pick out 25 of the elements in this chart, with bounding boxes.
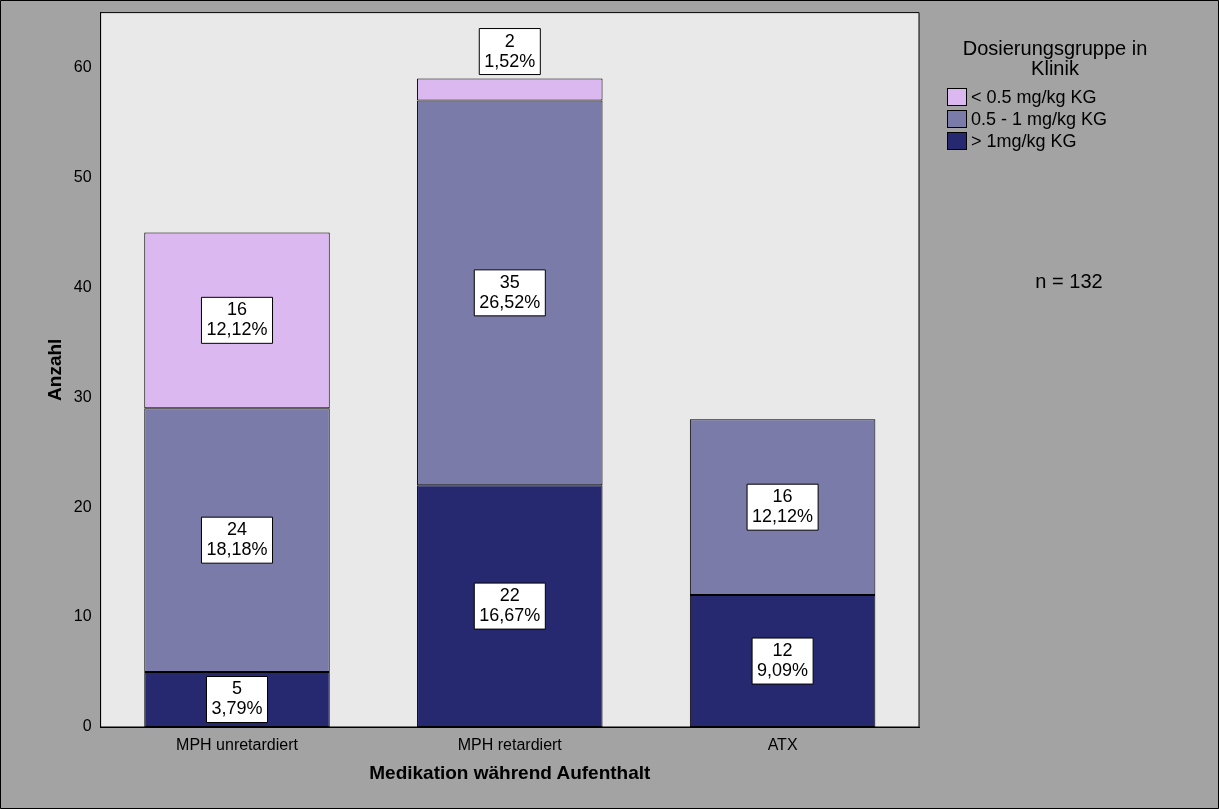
x-tick-label: ATX [767,736,798,754]
data-label: 16 12,12% [752,486,814,527]
x-tick-label: MPH retardiert [457,736,563,754]
y-tick-label: 50 [73,167,92,185]
y-tick-label: 0 [82,717,92,735]
x-axis-title: Medikation während Aufenthalt [369,761,652,783]
legend-title: Dosierungsgruppe in Klinik [961,37,1149,79]
y-tick-label: 60 [73,57,92,75]
data-label: 16 12,12% [206,299,268,340]
text: n = 132 [1035,269,1103,292]
legend-label: < 0.5 mg/kg KG [971,86,1097,108]
legend-label: > 1mg/kg KG [971,130,1077,152]
data-label: 24 18,18% [206,519,268,560]
x-tick-label: MPH unretardiert [176,736,299,754]
y-tick-label: 30 [73,387,92,405]
data-label: 12 9,09% [757,640,809,681]
data-label: 22 16,67% [479,585,541,626]
y-tick-label: 20 [73,497,92,515]
y-tick-label: 10 [73,607,92,625]
data-label: 5 3,79% [211,678,263,719]
y-tick-label: 40 [73,277,92,295]
y-axis-title: Anzahl [43,338,65,401]
data-label: 35 26,52% [479,271,541,312]
legend-label: 0.5 - 1 mg/kg KG [971,108,1108,130]
data-label: 2 1,52% [484,30,536,71]
